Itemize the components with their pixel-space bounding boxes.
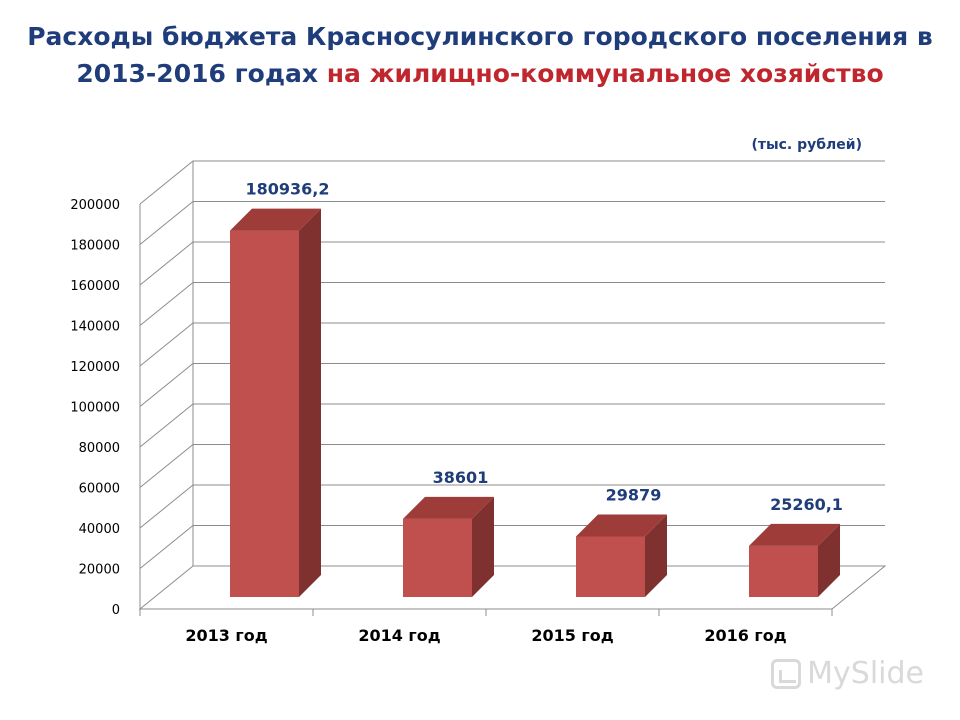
data-label: 180936,2 xyxy=(245,180,329,199)
watermark-text: MySlide xyxy=(807,656,924,691)
gridline xyxy=(139,322,885,367)
title-accent: на жилищно-коммунальное хозяйство xyxy=(326,59,884,88)
x-category-label: 2013 год xyxy=(185,626,267,645)
y-tick-label: 200000 xyxy=(70,198,120,213)
y-axis-ticks: 0 20000 40000 60000 80000 100000 120000 140000 1… xyxy=(70,198,120,618)
gridline xyxy=(139,201,885,245)
gridlines xyxy=(139,160,885,569)
bar xyxy=(230,208,321,598)
x-category-label: 2014 год xyxy=(358,626,440,645)
bar-front xyxy=(403,518,472,597)
bar xyxy=(749,523,840,597)
bar-side xyxy=(645,514,667,597)
gridline xyxy=(139,444,885,488)
y-tick-label: 160000 xyxy=(70,279,120,294)
y-tick-label: 100000 xyxy=(70,401,120,416)
y-tick-label: 120000 xyxy=(70,360,120,375)
bar-side xyxy=(818,523,840,597)
bar-front xyxy=(230,230,299,598)
y-tick-label: 20000 xyxy=(79,563,120,578)
x-category-label: 2016 год xyxy=(704,626,786,645)
units-label: (тыс. рублей) xyxy=(751,137,862,153)
gridline xyxy=(139,484,885,529)
gridline xyxy=(139,282,885,326)
data-label: 25260,1 xyxy=(770,495,843,514)
y-tick-label: 80000 xyxy=(79,441,120,456)
bar-top xyxy=(403,496,494,519)
gridline xyxy=(139,403,885,448)
gridline xyxy=(139,241,885,286)
y-tick-label: 40000 xyxy=(79,522,120,537)
y-tick-label: 60000 xyxy=(79,482,120,497)
slideshow-icon xyxy=(771,658,802,689)
bar-top xyxy=(230,208,321,231)
x-axis-categories: 2013 год 2014 год 2015 год 2016 год xyxy=(139,609,833,645)
x-category-label: 2015 год xyxy=(531,626,613,645)
bar xyxy=(576,514,667,597)
watermark-logo: MySlide xyxy=(771,656,924,691)
chart-floor xyxy=(138,565,887,610)
bar-side xyxy=(472,496,494,597)
gridline xyxy=(139,363,885,407)
y-tick-label: 0 xyxy=(112,603,120,618)
bar-front xyxy=(749,545,818,597)
bar-front xyxy=(576,536,645,597)
gridline xyxy=(139,160,885,205)
y-tick-label: 140000 xyxy=(70,320,120,335)
title-main: Расходы бюджета Красносулинского городск… xyxy=(27,22,933,88)
bar xyxy=(403,496,494,597)
data-label: 38601 xyxy=(433,468,489,487)
bar-side xyxy=(299,208,321,598)
chart-title: Расходы бюджета Красносулинского городск… xyxy=(20,18,940,92)
data-label: 29879 xyxy=(606,485,662,504)
bar-top xyxy=(749,523,840,546)
bars xyxy=(230,208,840,598)
bar-top xyxy=(576,514,667,537)
data-labels: 180936,2 38601 29879 25260,1 xyxy=(245,180,842,514)
y-tick-label: 180000 xyxy=(70,239,120,254)
